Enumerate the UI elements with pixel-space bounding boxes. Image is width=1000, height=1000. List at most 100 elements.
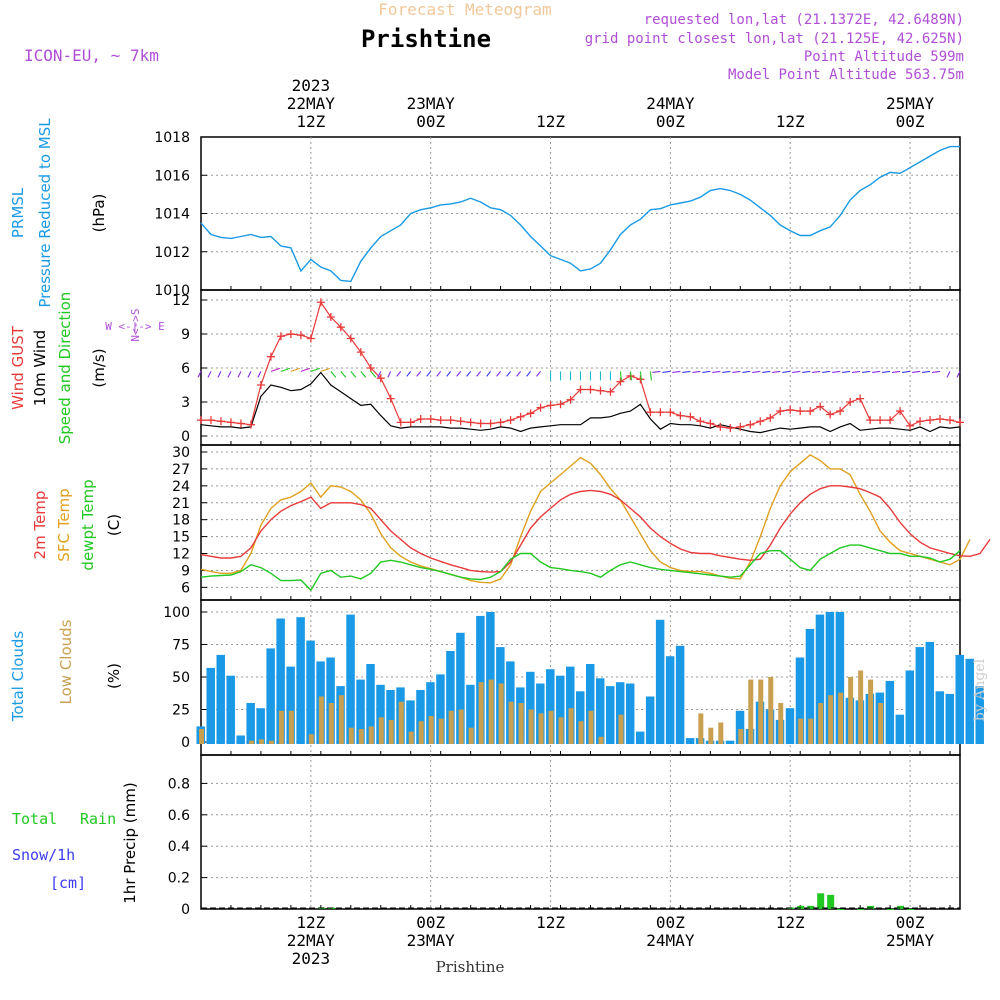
total-clouds-label: Total Clouds: [9, 631, 27, 723]
prmsl-line: [200, 145, 960, 283]
gust-marker: [246, 420, 255, 429]
total-cloud-bar: [645, 696, 655, 744]
wind-direction-arrow: [426, 371, 432, 377]
rain-label: Rain: [80, 810, 116, 828]
precipitation-ytick-label: 0.4: [168, 839, 190, 855]
total-cloud-bar: [585, 664, 595, 744]
gust-marker: [596, 386, 605, 395]
temp-unit: (C): [105, 514, 123, 536]
pressure-panel: 1010 1012 1014 1016 1018: [154, 130, 961, 299]
temperature-ytick-label: 24: [172, 479, 190, 495]
wind-direction-arrow: [350, 371, 357, 378]
gust-marker: [366, 364, 375, 372]
time-axis-label: 12Z: [776, 112, 805, 131]
wind-direction-arrow: [732, 370, 741, 373]
gust-marker: [456, 417, 465, 426]
gust-marker: [766, 413, 775, 422]
gust-marker: [236, 419, 245, 428]
total-cloud-bar: [965, 658, 974, 744]
time-axis-label: 23MAY: [407, 94, 456, 113]
total-cloud-bar: [925, 641, 935, 744]
wind-direction-arrow: [290, 367, 301, 372]
time-axis-label: 12Z: [296, 913, 325, 932]
dewpt-line: [200, 544, 961, 592]
low-cloud-bar: [718, 722, 724, 744]
temperature-ytick-label: 18: [172, 513, 190, 529]
wind-direction-arrow: [436, 371, 442, 377]
gust-marker: [216, 417, 225, 426]
total-cloud-bar: [815, 614, 825, 744]
gust-marker: [326, 313, 335, 321]
time-axis-label: 25MAY: [886, 931, 935, 950]
gust-marker: [926, 416, 935, 425]
temperature-labels: 2m Temp SFC Temp dewpt Temp (C): [31, 479, 123, 570]
total-cloud-bar: [436, 674, 445, 744]
wind-direction-arrow: [619, 371, 622, 381]
total-cloud-bar: [825, 612, 835, 744]
low-cloud-bar: [878, 703, 884, 744]
compass-vertical: N<->S: [129, 308, 142, 341]
time-axis-label: 22MAY: [287, 94, 336, 113]
gust-marker: [496, 418, 505, 427]
total-cloud-bar: [675, 645, 685, 744]
wind-direction-arrow: [882, 370, 891, 373]
time-axis-label: 00Z: [656, 913, 685, 932]
total-cloud-bar: [376, 684, 385, 744]
wind-ytick-label: 0: [181, 429, 190, 445]
total-cloud-bar: [226, 675, 235, 744]
total-cloud-bar: [635, 731, 645, 744]
total-cloud-bar: [945, 693, 955, 744]
gust-marker: [426, 415, 435, 423]
wind-direction-arrow: [822, 370, 831, 373]
gust-marker: [616, 377, 625, 386]
time-axis-label: 00Z: [416, 913, 445, 932]
pressure-ytick-label: 1018: [154, 130, 190, 146]
pressure-ytick-label: 1016: [154, 168, 190, 184]
total-cloud-bar: [256, 708, 265, 744]
gust-marker: [566, 395, 575, 404]
wind-10m-label: 10m Wind: [31, 330, 49, 406]
rain-bar: [807, 905, 815, 909]
pressure-ytick-label: 1012: [154, 245, 190, 261]
gust-marker: [856, 394, 865, 403]
low-cloud-bar: [388, 719, 394, 744]
gust-marker: [576, 385, 585, 394]
wind-direction-arrow: [802, 370, 811, 373]
total-cloud-bar: [725, 740, 735, 744]
gust-marker: [676, 411, 685, 420]
gust-marker: [546, 401, 555, 410]
wind-10m-line: [200, 371, 961, 434]
temperature-ytick-label: 6: [181, 580, 190, 596]
time-axis-label: 12Z: [296, 112, 325, 131]
credit-watermark: by Angel: [972, 658, 988, 721]
gust-marker: [536, 403, 545, 412]
snow-label: Snow/1h: [12, 846, 75, 864]
cloud-labels: Total Clouds Low Clouds (%): [9, 619, 123, 722]
wind-direction-arrow: [476, 371, 482, 377]
gust-marker: [556, 400, 565, 409]
total-cloud-bar: [356, 679, 365, 744]
temperature-ytick-label: 21: [172, 496, 190, 512]
pressure-ytick-label: 1014: [154, 207, 190, 223]
gust-marker: [256, 381, 265, 389]
low-cloud-bar: [348, 727, 354, 744]
total-cloud-bar: [236, 735, 245, 744]
closest-coords: grid point closest lon,lat (21.125E, 42.…: [585, 31, 964, 47]
gust-marker: [686, 412, 695, 421]
wind-direction-arrow: [921, 370, 931, 373]
gust-marker: [786, 405, 795, 414]
precipitation-ytick-label: 0.2: [168, 871, 190, 887]
low-cloud-bar: [408, 731, 414, 744]
total-cloud-bar: [216, 654, 225, 744]
precipitation-ytick-label: 0.8: [168, 776, 190, 792]
gust-marker: [806, 407, 815, 416]
temp-2m-line: [200, 485, 991, 573]
total-cloud-bar: [615, 682, 625, 744]
total-cloud-bar: [566, 666, 575, 744]
wind-direction-arrow: [672, 370, 681, 373]
rain-bar: [907, 909, 915, 910]
gust-marker: [716, 422, 725, 431]
wind-direction-arrow: [387, 371, 392, 378]
wind-direction-arrow: [340, 371, 347, 378]
